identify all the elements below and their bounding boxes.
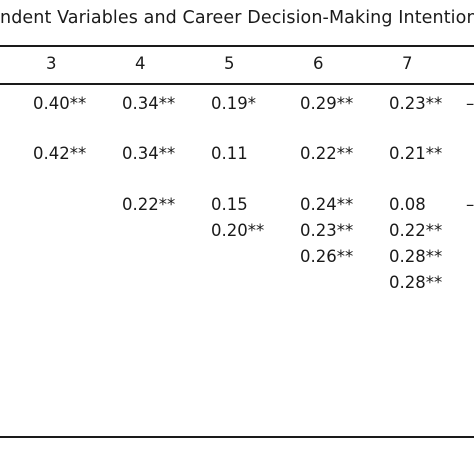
table-cell: 0.28** (389, 273, 443, 292)
bottom-rule (0, 436, 474, 438)
table-cell: 0.23** (300, 221, 354, 240)
column-header-6: 6 (313, 54, 324, 73)
top-rule (0, 45, 474, 47)
column-header-5: 5 (224, 54, 235, 73)
table-cell: 0.28** (389, 247, 443, 266)
table-cell: – (466, 94, 474, 113)
table-caption: ndent Variables and Career Decision-Maki… (0, 8, 474, 28)
table-cell: 0.21** (389, 144, 443, 163)
table-cell: 0.26** (300, 247, 354, 266)
table-cell: 0.24** (300, 195, 354, 214)
header-rule (0, 83, 474, 85)
table-cell: 0.40** (33, 94, 87, 113)
table-cell: 0.34** (122, 94, 176, 113)
column-header-4: 4 (135, 54, 146, 73)
table-cell: 0.15 (211, 195, 248, 214)
table-cell: 0.22** (300, 144, 354, 163)
table-cell: 0.20** (211, 221, 265, 240)
table-cell: 0.08 (389, 195, 426, 214)
table-cell: 0.23** (389, 94, 443, 113)
column-header-7: 7 (402, 54, 413, 73)
table-cell: – (466, 195, 474, 214)
table-cell: 0.19* (211, 94, 256, 113)
table-cell: 0.34** (122, 144, 176, 163)
table-cell: 0.29** (300, 94, 354, 113)
table-cell: 0.42** (33, 144, 87, 163)
table-cell: 0.22** (389, 221, 443, 240)
table-cell: 0.11 (211, 144, 248, 163)
table-cell: 0.22** (122, 195, 176, 214)
column-header-3: 3 (46, 54, 57, 73)
